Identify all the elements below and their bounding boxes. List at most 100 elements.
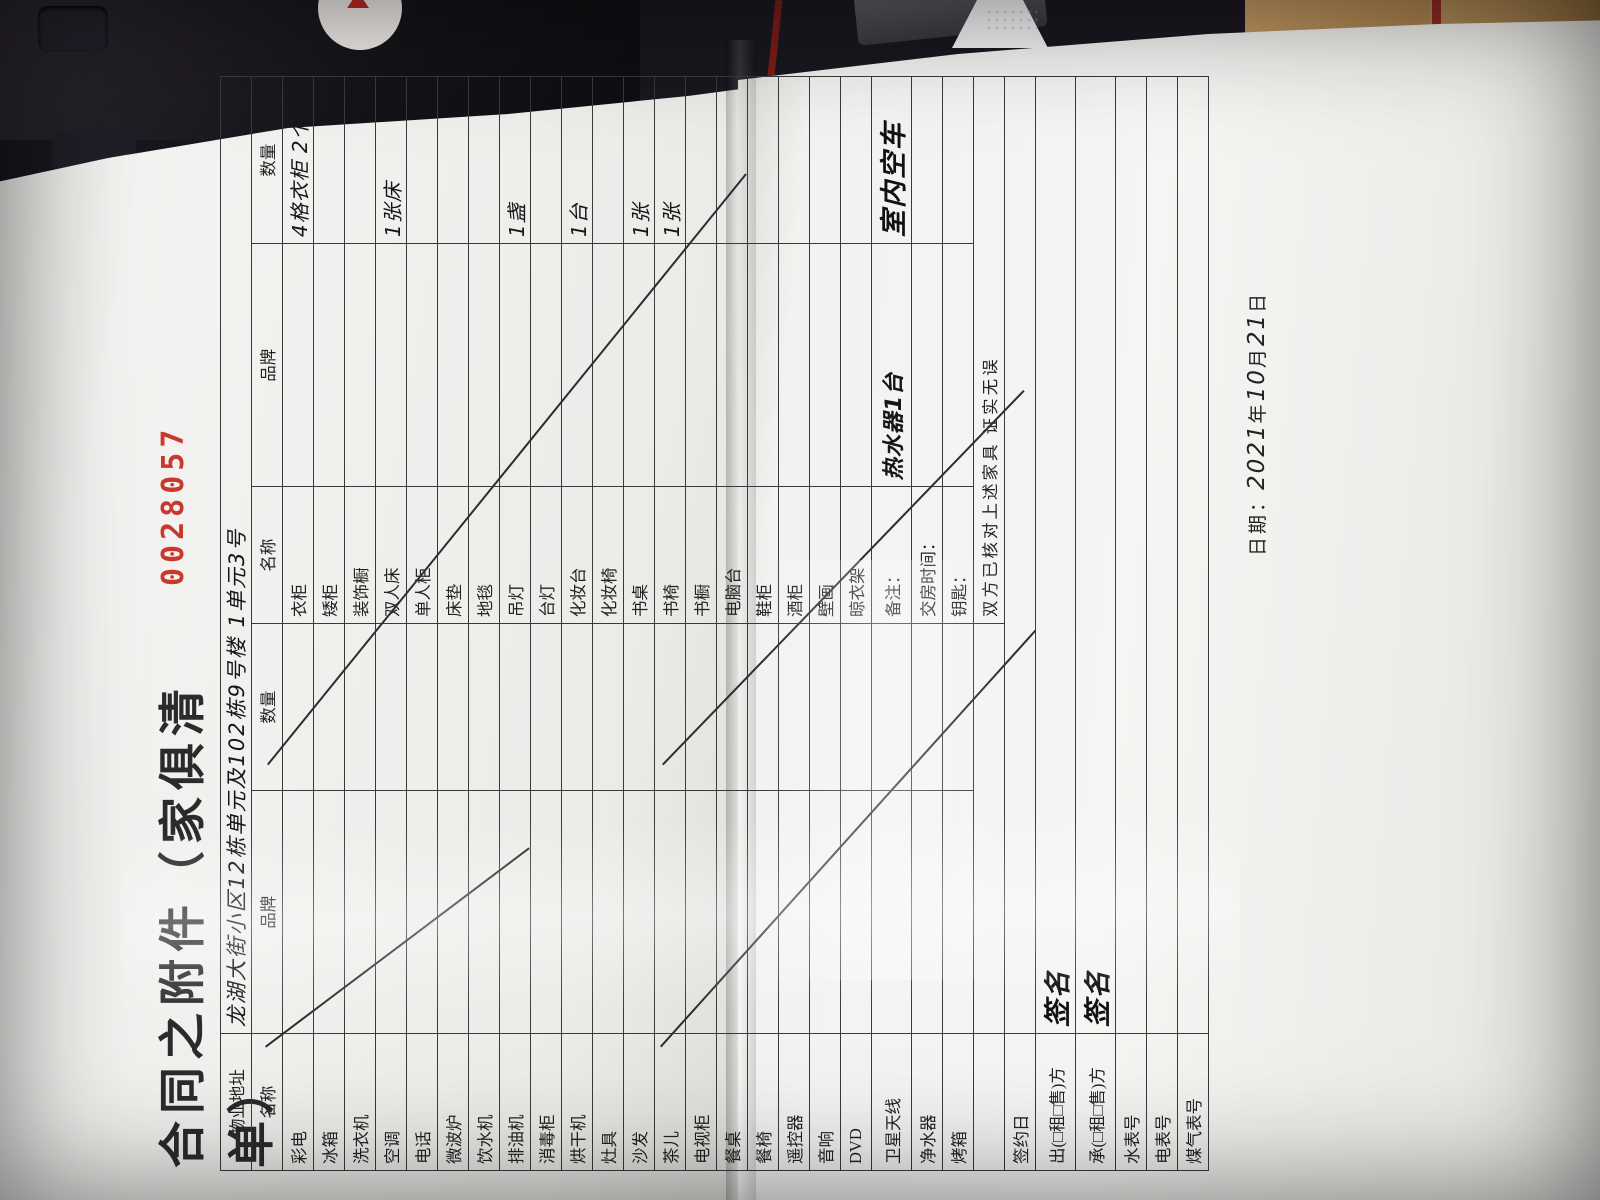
header-name-right: 名称 [251,486,283,624]
cell-name-left: 洗衣机 [344,1033,376,1171]
cell-brand-right [623,243,655,487]
remark-label: 备注： [871,486,912,624]
table-row: 遥控器 酒柜 [778,76,810,1171]
signature-value[interactable] [1004,76,1036,1034]
cell-qty-left [437,623,469,791]
cell-name-right: 装饰橱 [344,486,376,624]
table-row: 微波炉 床垫 [437,76,469,1171]
cell-name-right: 酒柜 [778,486,810,624]
cell-qty-right [592,76,624,244]
cell-qty-right [468,76,500,244]
cell-name-right: 双人床 [375,486,407,624]
table-row: 灶具 化妆椅 [592,76,624,1171]
cell-name-left: 消毒柜 [530,1033,562,1171]
cell-brand-right [282,243,314,487]
cell-name-left: 电话 [406,1033,438,1171]
table-row: 排油机 吊灯 1盏 [499,76,531,1171]
table-row: 饮水机 地毯 [468,76,500,1171]
cell-brand-left [375,790,407,1034]
cell-qty-right [747,76,779,244]
cell-qty-right: 1台 [561,76,593,244]
cell-name-left: 彩电 [282,1033,314,1171]
cell-name-right: 书橱 [685,486,717,624]
keyboard-key [38,6,108,52]
signature-label: 签约日 [1004,1033,1036,1171]
cell-name-right: 化妆椅 [592,486,624,624]
signature-value[interactable]: 签名 [1035,76,1076,1034]
signature-label: 承(□租□售)方 [1075,1033,1116,1171]
cell-qty-right [778,76,810,244]
cell-qty-left [840,623,872,791]
table-row: 沙发 书桌 1张 [623,76,655,1171]
table-row: 茶儿 书椅 1张 [654,76,686,1171]
remark-handwriting-2 [911,76,943,244]
cell-name-left: DVD [840,1033,872,1171]
cell-qty-left [499,623,531,791]
signature-value[interactable] [1115,76,1147,1034]
cell-brand-right [530,243,562,487]
header-row: 名称 品牌 数量 名称 品牌 数量 [251,76,283,1171]
table-row: 消毒柜 台灯 [530,76,562,1171]
serial-number: 0028057 [156,424,191,586]
cell-qty-left [685,623,717,791]
cell-brand-right [437,243,469,487]
remark-label: 钥匙： [942,486,974,624]
cell-brand-left [282,790,314,1034]
signature-value[interactable] [1177,76,1209,1034]
signature-value[interactable] [1146,76,1178,1034]
table-row: 餐桌 电脑台 [716,76,748,1171]
cell-name-left: 沙发 [623,1033,655,1171]
cell-brand-left [468,790,500,1034]
confirm-spacer-2 [973,623,1005,1034]
cell-qty-left [406,623,438,791]
cell-brand-right [344,243,376,487]
cell-brand-right [468,243,500,487]
cell-name-right: 矮柜 [313,486,345,624]
header-brand-left: 品牌 [251,790,283,1034]
cell-name-left: 微波炉 [437,1033,469,1171]
cell-brand-left [499,790,531,1034]
signature-row: 签约日 [1004,76,1036,1171]
cell-qty-left [468,623,500,791]
cell-name-left: 烤箱 [942,1033,974,1171]
cell-brand-left [778,790,810,1034]
cell-qty-left [654,623,686,791]
address-row: 物业地址 龙湖大街小区12栋单元及102栋9号楼 1单元3号 [220,76,252,1171]
cell-qty-right: 1张 [623,76,655,244]
cell-name-left: 音响 [809,1033,841,1171]
table-row: 餐椅 鞋柜 [747,76,779,1171]
cell-qty-left [871,623,912,791]
signature-label: 煤气表号 [1177,1033,1209,1171]
cell-brand-right [592,243,624,487]
cell-qty-right [313,76,345,244]
cell-brand-right [313,243,345,487]
cell-brand-right [375,243,407,487]
confirm-spacer [973,1033,1005,1171]
cell-qty-left [942,623,974,791]
header-qty-right: 数量 [251,76,283,244]
signature-row: 承(□租□售)方 签名 [1075,76,1116,1171]
paper-fold-crease [726,40,756,1200]
signature-value[interactable]: 签名 [1075,76,1116,1034]
cell-brand-right [716,243,748,487]
cell-brand-left [685,790,717,1034]
cell-qty-right: 1张 [654,76,686,244]
signature-label: 出(□租□售)方 [1035,1033,1076,1171]
confirm-text: 双方已核对上述家具 证实无误 [973,76,1005,624]
cell-qty-right [716,76,748,244]
cell-name-right: 书椅 [654,486,686,624]
header-brand-right: 品牌 [251,243,283,487]
cell-brand-right [778,243,810,487]
cell-qty-right [685,76,717,244]
cell-qty-left [282,623,314,791]
remark-handwriting-2 [942,76,974,244]
cell-brand-left [344,790,376,1034]
cell-name-right: 床垫 [437,486,469,624]
cell-name-left: 烘干机 [561,1033,593,1171]
remark-handwriting-2: 室内空车 [871,76,912,244]
cell-name-left: 电视柜 [685,1033,717,1171]
cell-name-right: 台灯 [530,486,562,624]
signature-row: 电表号 [1146,76,1178,1171]
cell-brand-left [942,790,974,1034]
red-edge [1432,0,1441,46]
